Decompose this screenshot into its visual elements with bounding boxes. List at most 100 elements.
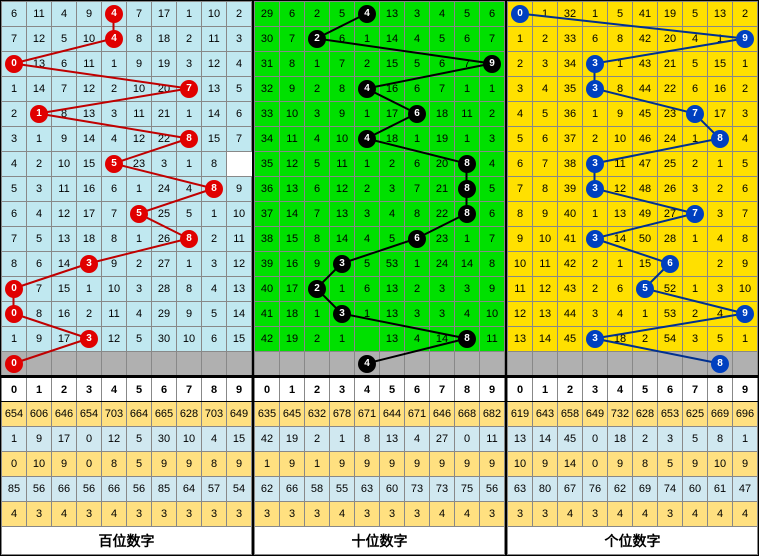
cell: 43 bbox=[558, 277, 583, 302]
data-grid: 6114947171102712510481821130136111919312… bbox=[1, 1, 252, 555]
cell: 4 bbox=[608, 302, 633, 327]
cell: 10 bbox=[227, 202, 252, 227]
stat-cell: 3 bbox=[355, 502, 380, 527]
cell: 10 bbox=[508, 252, 533, 277]
cell: 7 bbox=[480, 27, 505, 52]
cell: 19 bbox=[280, 327, 305, 352]
trend-ball: 7 bbox=[686, 105, 704, 123]
col-header: 2 bbox=[305, 377, 330, 402]
stat-cell: 85 bbox=[152, 477, 177, 502]
cell: 7 bbox=[177, 77, 202, 102]
cell: 8 bbox=[480, 252, 505, 277]
cell: 10 bbox=[102, 277, 127, 302]
col-header: 1 bbox=[280, 377, 305, 402]
cell: 15 bbox=[202, 127, 227, 152]
cell: 6 bbox=[480, 2, 505, 27]
cell: 31 bbox=[255, 52, 280, 77]
cell: 11 bbox=[202, 27, 227, 52]
stat-cell: 671 bbox=[355, 402, 380, 427]
stat-cell: 4 bbox=[2, 502, 27, 527]
cell: 8 bbox=[177, 277, 202, 302]
cell: 7 bbox=[533, 152, 558, 177]
cell: 3 bbox=[77, 252, 102, 277]
cell: 2 bbox=[77, 302, 102, 327]
cell: 2 bbox=[355, 177, 380, 202]
cell: 5 bbox=[27, 227, 52, 252]
cell: 9 bbox=[480, 52, 505, 77]
cell: 6 bbox=[533, 127, 558, 152]
cell: 5 bbox=[127, 202, 152, 227]
cell: 3 bbox=[480, 127, 505, 152]
stat-cell: 8 bbox=[102, 452, 127, 477]
col-header: 5 bbox=[633, 377, 658, 402]
cell: 3 bbox=[2, 127, 27, 152]
stat-cell: 9 bbox=[683, 452, 708, 477]
cell: 1 bbox=[683, 277, 708, 302]
stat-cell: 56 bbox=[480, 477, 505, 502]
cell: 1 bbox=[2, 327, 27, 352]
stat-cell: 9 bbox=[608, 452, 633, 477]
cell: 4 bbox=[733, 127, 758, 152]
cell: 17 bbox=[708, 102, 733, 127]
cell: 18 bbox=[152, 27, 177, 52]
col-header: 4 bbox=[102, 377, 127, 402]
cell: 10 bbox=[330, 127, 355, 152]
stat-cell: 649 bbox=[583, 402, 608, 427]
cell bbox=[127, 352, 152, 377]
cell: 1 bbox=[583, 2, 608, 27]
stat-cell: 4 bbox=[683, 502, 708, 527]
col-header: 2 bbox=[558, 377, 583, 402]
stat-cell: 5 bbox=[127, 427, 152, 452]
cell: 2 bbox=[305, 327, 330, 352]
col-header: 9 bbox=[733, 377, 758, 402]
cell: 13 bbox=[52, 227, 77, 252]
cell: 2 bbox=[177, 27, 202, 52]
cell: 6 bbox=[2, 202, 27, 227]
cell: 5 bbox=[330, 2, 355, 27]
cell: 13 bbox=[227, 277, 252, 302]
stat-cell: 60 bbox=[683, 477, 708, 502]
cell: 3 bbox=[733, 102, 758, 127]
panel: 6114947171102712510481821130136111919312… bbox=[0, 0, 253, 556]
cell: 11 bbox=[608, 152, 633, 177]
cell: 516 bbox=[658, 252, 683, 277]
trend-ball: 9 bbox=[736, 305, 754, 323]
stat-cell: 3 bbox=[533, 502, 558, 527]
cell: 3 bbox=[305, 102, 330, 127]
stat-cell: 8 bbox=[202, 452, 227, 477]
cell: 1 bbox=[405, 127, 430, 152]
stat-cell: 646 bbox=[430, 402, 455, 427]
cell: 9 bbox=[77, 2, 102, 27]
stat-cell: 9 bbox=[380, 452, 405, 477]
cell: 13 bbox=[280, 177, 305, 202]
stat-cell: 625 bbox=[683, 402, 708, 427]
trend-ball: 7 bbox=[180, 80, 198, 98]
stat-cell: 3 bbox=[27, 502, 52, 527]
cell: 6 bbox=[102, 177, 127, 202]
cell: 10 bbox=[533, 227, 558, 252]
cell: 3 bbox=[455, 277, 480, 302]
cell: 26 bbox=[152, 227, 177, 252]
cell: 4 bbox=[355, 77, 380, 102]
cell: 21 bbox=[430, 177, 455, 202]
col-header: 2 bbox=[52, 377, 77, 402]
stat-cell: 696 bbox=[733, 402, 758, 427]
cell: 2 bbox=[27, 152, 52, 177]
cell: 1 bbox=[27, 102, 52, 127]
stat-cell: 4 bbox=[102, 502, 127, 527]
stat-cell: 645 bbox=[280, 402, 305, 427]
cell: 1 bbox=[455, 127, 480, 152]
cell: 4 bbox=[355, 352, 380, 377]
cell: 4 bbox=[405, 27, 430, 52]
trend-ball: 3 bbox=[80, 255, 98, 273]
trend-ball: 6 bbox=[408, 105, 426, 123]
stat-cell: 606 bbox=[27, 402, 52, 427]
cell: 14 bbox=[77, 127, 102, 152]
cell: 3 bbox=[583, 327, 608, 352]
cell: 8 bbox=[305, 227, 330, 252]
cell: 9 bbox=[27, 327, 52, 352]
cell: 48 bbox=[633, 177, 658, 202]
cell: 3 bbox=[177, 52, 202, 77]
stat-cell: 10 bbox=[508, 452, 533, 477]
trend-ball: 8 bbox=[711, 355, 729, 373]
